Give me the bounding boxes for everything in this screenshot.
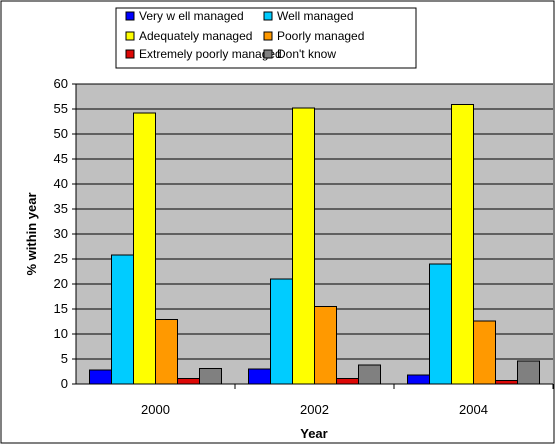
- bar: [155, 319, 178, 385]
- legend-label: Poorly managed: [277, 29, 364, 43]
- bar: [473, 320, 496, 385]
- legend-swatch: [263, 31, 273, 41]
- y-tick-label: 10: [54, 326, 68, 341]
- y-tick-label: 0: [61, 376, 68, 391]
- legend-label: Well managed: [277, 9, 354, 23]
- legend-label: Don't know: [277, 47, 336, 61]
- legend-label: Adequately managed: [139, 29, 252, 43]
- bar: [199, 368, 222, 385]
- legend-swatch: [125, 11, 135, 21]
- x-tick-label: 2000: [141, 402, 170, 417]
- y-tick-label: 20: [54, 276, 68, 291]
- x-tick-label: 2004: [459, 402, 488, 417]
- legend-swatch: [263, 49, 273, 59]
- bar: [248, 368, 271, 385]
- bar: [407, 374, 430, 385]
- x-axis-title: Year: [300, 426, 327, 441]
- y-tick-label: 60: [54, 76, 68, 91]
- x-tick-label: 2002: [300, 402, 329, 417]
- bar: [495, 380, 518, 385]
- y-tick-label: 30: [54, 226, 68, 241]
- axes: 0 5 10 15 20 25 30 35 40 45 50 55 60 2000 2002 2004: [54, 76, 554, 417]
- legend: Very w ell managed Well managed Adequately…: [125, 9, 364, 61]
- y-tick-label: 50: [54, 126, 68, 141]
- legend-swatch: [125, 49, 135, 59]
- bar: [429, 263, 452, 385]
- bar: [292, 107, 315, 385]
- y-tick-label: 40: [54, 176, 68, 191]
- bar: [336, 378, 359, 385]
- y-tick-label: 45: [54, 151, 68, 166]
- bars: [89, 104, 540, 385]
- bar: [89, 369, 112, 385]
- bar: [314, 306, 337, 385]
- y-tick-label: 25: [54, 251, 68, 266]
- bar: [133, 112, 156, 385]
- legend-label: Extremely poorly managed: [139, 47, 282, 61]
- bar: [111, 254, 134, 385]
- bar: [517, 360, 540, 385]
- y-tick-label: 15: [54, 301, 68, 316]
- y-tick-label: 55: [54, 101, 68, 116]
- y-tick-label: 35: [54, 201, 68, 216]
- legend-swatch: [263, 11, 273, 21]
- bar: [358, 364, 381, 385]
- legend-swatch: [125, 31, 135, 41]
- y-axis-title: % within year: [24, 192, 39, 275]
- legend-label: Very w ell managed: [139, 9, 244, 23]
- bar: [270, 278, 293, 385]
- y-tick-label: 5: [61, 351, 68, 366]
- bar: [177, 378, 200, 385]
- bar: [451, 104, 474, 385]
